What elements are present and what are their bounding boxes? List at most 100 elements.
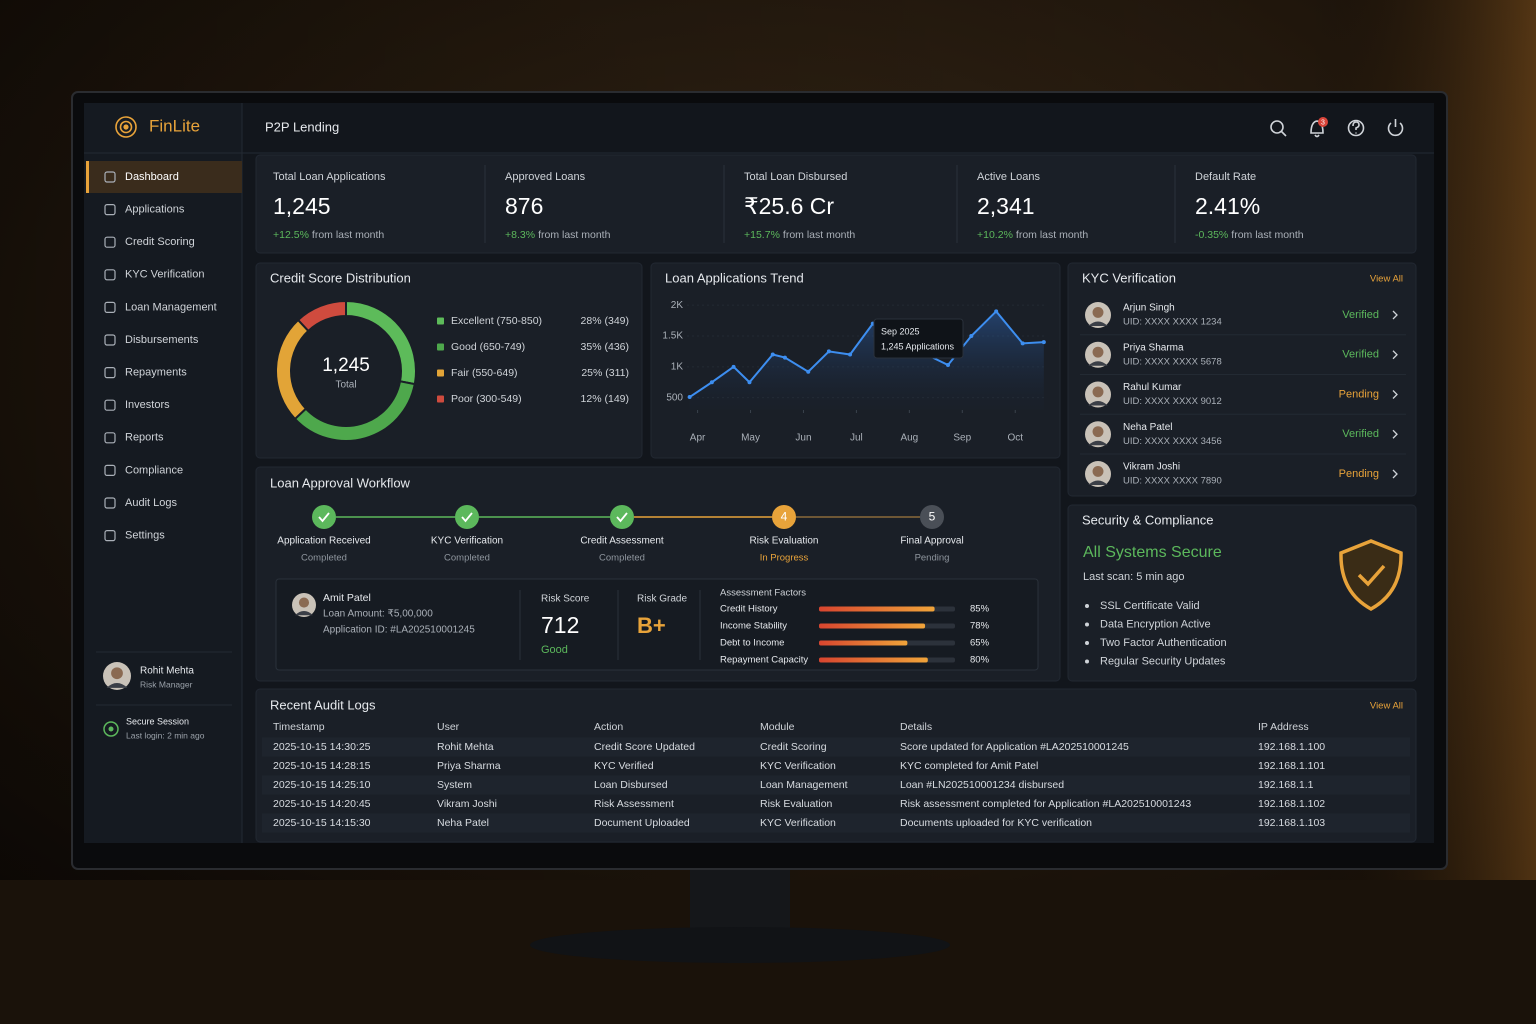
table-cell: Document Uploaded [594,817,690,829]
line-point [731,364,736,369]
nav-item[interactable]: Disbursements [125,334,199,346]
factor-label: Repayment Capacity [720,655,808,666]
user-name: Rohit Mehta [140,666,194,677]
avatar-head [298,597,310,608]
table-cell: System [437,779,472,791]
bullet [1085,622,1089,627]
legend-label: Good (650-749) [451,341,525,353]
nav-item[interactable]: Loan Management [125,301,217,313]
line-point [687,395,692,400]
shield-icon [1339,539,1403,611]
chevron[interactable] [1392,310,1398,320]
legend-swatch [437,343,444,351]
table-header: User [437,721,460,733]
table-header: Timestamp [273,721,325,733]
table-row-bg [262,775,1410,795]
table-cell: Risk Assessment [594,798,674,810]
nav-item[interactable]: Investors [125,399,170,411]
x-tick-label: Aug [900,433,918,444]
nav-active-indicator [86,161,89,193]
table-header: Details [900,721,932,733]
table-cell: Loan #LN202510001234 disbursed [900,779,1064,791]
power-icon[interactable] [1387,119,1404,137]
shield-check [1357,564,1386,587]
x-tick-label: Jul [850,433,863,444]
table-cell: KYC Verified [594,760,654,772]
kpi-note: from last month [538,229,611,241]
view-all-link[interactable]: View All [1370,701,1403,712]
avatar-head [1092,306,1104,318]
nav-icon [104,432,116,444]
chevron[interactable] [1392,429,1398,439]
avatar-body [1088,361,1108,366]
kpi-label: Total Loan Applications [273,171,386,183]
nav-item[interactable]: Compliance [125,464,183,476]
line-point [1020,341,1025,346]
table-cell: Vikram Joshi [437,798,497,810]
avatar-body [295,611,313,616]
avatar-head [111,667,123,680]
nav-item[interactable]: Audit Logs [125,497,177,509]
line-point [826,349,831,354]
avatar-head [1092,386,1104,398]
table-cell: Loan Disbursed [594,779,668,791]
kpi-change: -0.35% [1195,229,1228,241]
kyc-name: Vikram Joshi [1123,462,1180,473]
table-cell: 192.168.1.103 [1258,817,1325,829]
tooltip [873,318,964,359]
bullet [1085,641,1089,645]
kpi-note: from last month [1231,229,1304,241]
avatar-body [1088,401,1108,406]
search-icon[interactable] [1270,120,1284,134]
table-cell: KYC Verification [760,760,836,772]
table-cell: Risk Evaluation [760,798,833,810]
avatar-head [1092,426,1104,438]
avatar-body [106,683,128,688]
kyc-uid: UID: XXXX XXXX 9012 [1123,396,1222,407]
bar [819,606,935,612]
nav-active-bg [86,161,242,193]
workflow-step-label: Final Approval [900,536,963,547]
factor-label: Credit History [720,604,778,615]
view-all-link[interactable]: View All [1370,274,1403,285]
x-tick-label: May [741,433,760,444]
nav-item[interactable]: Applications [125,204,185,216]
nav-item[interactable]: Reports [125,432,164,444]
nav-icon [104,464,116,476]
x-tick-label: Sep [953,433,971,444]
line-point [806,369,811,374]
kpi-note: from last month [1016,229,1089,241]
nav-item[interactable]: Dashboard [125,171,179,183]
legend-swatch [437,317,444,325]
nav-icon [104,367,116,379]
legend-value: 25% (311) [581,367,629,379]
application-id: Application ID: #LA202510001245 [323,625,475,636]
chevron[interactable] [1392,469,1398,479]
nav-item[interactable]: Repayments [125,367,187,379]
nav-icon [104,301,116,313]
nav-icon [104,204,116,216]
nav-item[interactable]: Credit Scoring [125,236,195,248]
table-cell: 192.168.1.101 [1258,760,1325,772]
nav-item[interactable]: KYC Verification [125,269,204,281]
factor-value: 65% [970,638,990,649]
table-cell: KYC Verification [760,817,836,829]
kpi-change: +15.7% [744,229,780,241]
header-title: P2P Lending [265,119,339,134]
panel [1067,504,1417,682]
legend-swatch [437,369,444,377]
table-cell: 192.168.1.102 [1258,798,1325,810]
bell-icon[interactable] [1310,120,1324,138]
table-cell: 2025-10-15 14:15:30 [273,817,371,829]
chevron[interactable] [1392,350,1398,360]
line-point [782,355,787,360]
nav-item[interactable]: Settings [125,530,165,542]
chevron[interactable] [1392,390,1398,399]
avatar-body [1088,321,1108,327]
help-icon[interactable] [1347,119,1365,137]
header-icons[interactable] [1270,119,1404,138]
panel-title: Recent Audit Logs [270,697,376,712]
table-cell: Score updated for Application #LA2025100… [900,741,1129,753]
workflow-step-label: Application Received [277,536,370,547]
